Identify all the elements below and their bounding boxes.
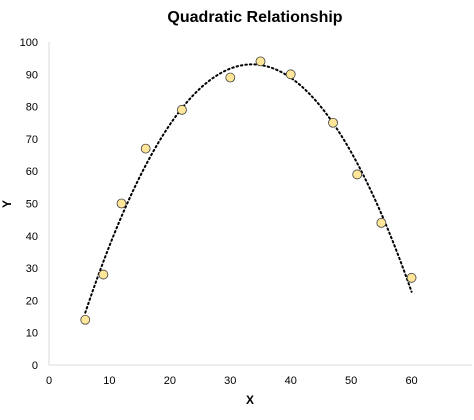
x-tick-label: 0 bbox=[46, 375, 52, 387]
y-tick-label: 100 bbox=[20, 37, 38, 49]
data-point bbox=[98, 269, 109, 280]
data-point bbox=[352, 169, 363, 180]
data-points bbox=[80, 56, 417, 325]
data-point bbox=[140, 143, 151, 154]
x-tick-label: 60 bbox=[405, 375, 417, 387]
y-tick-label: 0 bbox=[32, 360, 38, 372]
data-point bbox=[376, 217, 387, 228]
tick-labels: 0 10 20 30 40 50 60 70 80 90 100 0 10 20 30 40 50 60 bbox=[20, 37, 418, 387]
y-tick-label: 10 bbox=[26, 328, 38, 340]
y-tick-label: 50 bbox=[26, 199, 38, 211]
x-tick-label: 10 bbox=[103, 375, 115, 387]
chart-title: Quadratic Relationship bbox=[167, 9, 342, 26]
y-tick-label: 20 bbox=[26, 295, 38, 307]
trendline bbox=[84, 63, 413, 314]
trendline-layer bbox=[84, 63, 413, 314]
data-point bbox=[328, 117, 338, 128]
data-point bbox=[255, 56, 266, 67]
y-tick-label: 30 bbox=[26, 263, 38, 275]
axes bbox=[48, 42, 472, 366]
data-point bbox=[80, 314, 91, 325]
y-tick-label: 60 bbox=[26, 166, 38, 178]
y-tick-label: 70 bbox=[26, 134, 38, 146]
x-tick-label: 20 bbox=[164, 375, 176, 387]
x-axis-label: X bbox=[246, 393, 254, 407]
y-tick-label: 80 bbox=[26, 102, 38, 114]
x-tick-label: 30 bbox=[224, 375, 236, 387]
y-tick-label: 40 bbox=[26, 231, 38, 243]
data-point bbox=[285, 69, 296, 80]
data-point bbox=[406, 272, 417, 283]
data-point bbox=[225, 72, 236, 83]
x-tick-label: 50 bbox=[345, 375, 357, 387]
y-axis-label: Y bbox=[0, 200, 14, 208]
data-point bbox=[116, 198, 127, 209]
data-point bbox=[177, 104, 187, 115]
x-tick-label: 40 bbox=[285, 375, 297, 387]
y-tick-label: 90 bbox=[26, 69, 38, 81]
